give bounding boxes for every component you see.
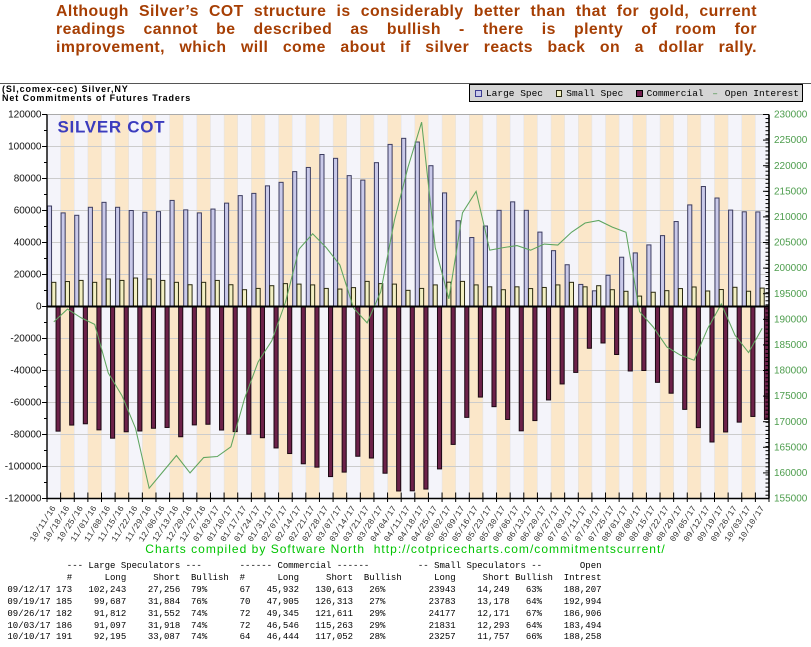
svg-text:20000: 20000 (14, 270, 42, 281)
svg-text:170000: 170000 (774, 417, 808, 428)
svg-text:160000: 160000 (774, 468, 808, 479)
svg-text:215000: 215000 (774, 186, 808, 197)
svg-text:-120000: -120000 (5, 494, 42, 505)
svg-text:225000: 225000 (774, 135, 808, 146)
svg-text:SILVER COT: SILVER COT (58, 118, 166, 137)
svg-text:100000: 100000 (8, 142, 42, 153)
svg-text:230000: 230000 (774, 110, 808, 121)
svg-text:0: 0 (36, 302, 42, 313)
svg-text:175000: 175000 (774, 391, 808, 402)
svg-text:40000: 40000 (14, 238, 42, 249)
svg-text:-40000: -40000 (10, 366, 42, 377)
svg-text:80000: 80000 (14, 174, 42, 185)
svg-text:165000: 165000 (774, 442, 808, 453)
svg-text:210000: 210000 (774, 212, 808, 223)
svg-text:-80000: -80000 (10, 430, 42, 441)
svg-text:-100000: -100000 (5, 462, 42, 473)
svg-text:120000: 120000 (8, 110, 42, 121)
svg-text:180000: 180000 (774, 366, 808, 377)
svg-text:220000: 220000 (774, 161, 808, 172)
svg-text:190000: 190000 (774, 314, 808, 325)
svg-text:195000: 195000 (774, 289, 808, 300)
svg-text:-60000: -60000 (10, 398, 42, 409)
svg-text:-20000: -20000 (10, 334, 42, 345)
svg-text:185000: 185000 (774, 340, 808, 351)
svg-text:155000: 155000 (774, 494, 808, 505)
svg-text:205000: 205000 (774, 238, 808, 249)
svg-text:60000: 60000 (14, 206, 42, 217)
svg-text:200000: 200000 (774, 263, 808, 274)
